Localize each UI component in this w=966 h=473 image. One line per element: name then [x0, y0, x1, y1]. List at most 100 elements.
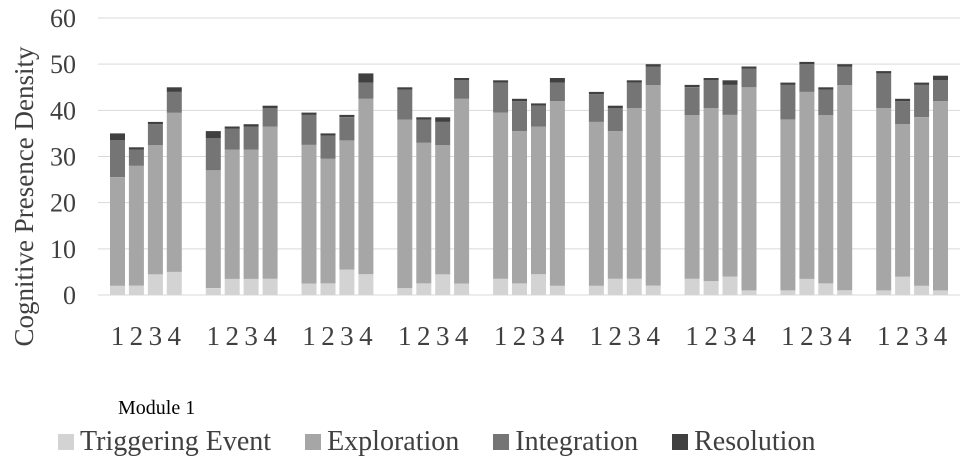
bar-segment-exploration — [895, 124, 911, 277]
bar-segment-triggering-event — [895, 276, 911, 295]
legend: Triggering Event Exploration Integration Re… — [58, 426, 849, 458]
legend-item: Integration — [493, 426, 638, 458]
bar-segment-resolution — [358, 73, 374, 83]
bar-segment-triggering-event — [645, 285, 661, 295]
bar-segment-resolution — [914, 82, 930, 85]
x-tick-label: 1 — [111, 321, 125, 351]
bar-segment-resolution — [147, 121, 163, 125]
bar-segment-resolution — [818, 87, 834, 90]
bar-segment-exploration — [531, 126, 546, 275]
bar-segment-triggering-event — [435, 274, 451, 295]
x-tick-label: 3 — [436, 321, 450, 351]
bar-segment-resolution — [703, 78, 719, 81]
bar-segment-exploration — [684, 114, 700, 279]
x-tick-label: 4 — [359, 321, 373, 351]
bar-segment-triggering-event — [416, 283, 432, 295]
bar-segment-exploration — [224, 149, 240, 279]
bar-segment-triggering-event — [933, 290, 948, 295]
bar-segment-exploration — [205, 170, 221, 288]
x-tick-label: 3 — [628, 321, 642, 351]
legend-swatch — [305, 434, 322, 450]
x-tick-label: 2 — [896, 321, 910, 351]
bar-segment-integration — [262, 108, 278, 127]
x-tick-label: 3 — [723, 321, 737, 351]
bar-segment-integration — [512, 101, 527, 132]
bar-segment-exploration — [454, 98, 470, 284]
bar-segment-triggering-event — [722, 276, 738, 295]
x-tick-label: 4 — [455, 321, 469, 351]
x-tick-label: 1 — [781, 321, 795, 351]
x-tick-label: 4 — [838, 321, 852, 351]
bar-segment-resolution — [722, 80, 738, 85]
bar-segment-integration — [224, 128, 240, 150]
x-tick-label: 2 — [513, 321, 527, 351]
bar-segment-integration — [397, 89, 413, 120]
bar-segment-exploration — [493, 112, 509, 279]
x-tick-label: 3 — [915, 321, 929, 351]
bar-segment-integration — [741, 68, 757, 88]
y-tick-label: 60 — [50, 4, 76, 33]
bar-segment-integration — [549, 82, 565, 102]
bar-segment-resolution — [205, 131, 221, 138]
bar-segment-exploration — [703, 108, 719, 282]
bar-segment-exploration — [741, 87, 757, 291]
bar-segment-triggering-event — [703, 281, 719, 295]
bar-segment-integration — [110, 140, 125, 178]
bar-segment-exploration — [416, 142, 432, 284]
bar-segment-triggering-event — [128, 285, 144, 295]
legend-item: Exploration — [305, 426, 459, 458]
bar-segment-triggering-event — [512, 283, 527, 295]
legend-item: Triggering Event — [58, 426, 271, 458]
bar-segment-triggering-event — [301, 283, 317, 295]
bar-segment-resolution — [645, 64, 661, 67]
bar-segment-integration — [339, 117, 355, 141]
bar-segment-resolution — [607, 105, 623, 108]
bar-segment-integration — [493, 82, 509, 113]
bar-segment-exploration — [128, 165, 144, 286]
x-tick-label: 1 — [207, 321, 221, 351]
bar-segment-exploration — [397, 119, 413, 289]
x-tick-label: 2 — [225, 321, 239, 351]
legend-swatch — [672, 434, 689, 450]
bar-segment-exploration — [166, 112, 182, 272]
bar-segment-resolution — [166, 87, 182, 92]
legend-swatch — [493, 434, 510, 450]
bar-segment-integration — [454, 80, 470, 99]
bar-segment-integration — [435, 121, 451, 145]
bar-segment-exploration — [339, 140, 355, 270]
bar-segment-triggering-event — [741, 290, 757, 295]
bar-segment-resolution — [837, 64, 853, 67]
bar-segment-triggering-event — [549, 285, 565, 295]
y-tick-label: 50 — [50, 50, 76, 79]
y-tick-labels: 0 10 20 30 40 50 60 — [50, 4, 76, 310]
bar-segment-integration — [684, 87, 700, 115]
bar-segment-triggering-event — [493, 278, 509, 295]
group-caption: Module 1 — [118, 397, 196, 419]
bar-segment-triggering-event — [397, 288, 413, 295]
bar-segment-triggering-event — [684, 278, 700, 295]
bar-segment-exploration — [301, 145, 317, 284]
legend-label: Triggering Event — [80, 426, 272, 457]
bar-segment-exploration — [626, 108, 642, 279]
bar-segment-integration — [416, 119, 432, 143]
bar-segment-resolution — [512, 98, 527, 102]
bar-segment-integration — [799, 64, 815, 92]
x-tick-label: 1 — [877, 321, 891, 351]
bar-segment-triggering-event — [147, 274, 163, 295]
bar-segment-exploration — [243, 149, 259, 279]
bar-segment-triggering-event — [339, 269, 355, 295]
bar-segment-triggering-event — [780, 290, 796, 295]
bar-segment-resolution — [588, 91, 604, 95]
bar-segment-triggering-event — [224, 278, 240, 295]
bar-segment-resolution — [780, 82, 796, 85]
x-tick-label: 4 — [263, 321, 277, 351]
x-tick-label: 1 — [398, 321, 412, 351]
bar-segment-triggering-event — [607, 278, 623, 295]
bar-segment-integration — [243, 126, 259, 150]
bar-segment-integration — [722, 84, 738, 115]
y-tick-label: 40 — [50, 96, 76, 125]
x-tick-label: 1 — [302, 321, 316, 351]
bars — [110, 61, 948, 295]
y-tick-label: 10 — [50, 235, 76, 264]
